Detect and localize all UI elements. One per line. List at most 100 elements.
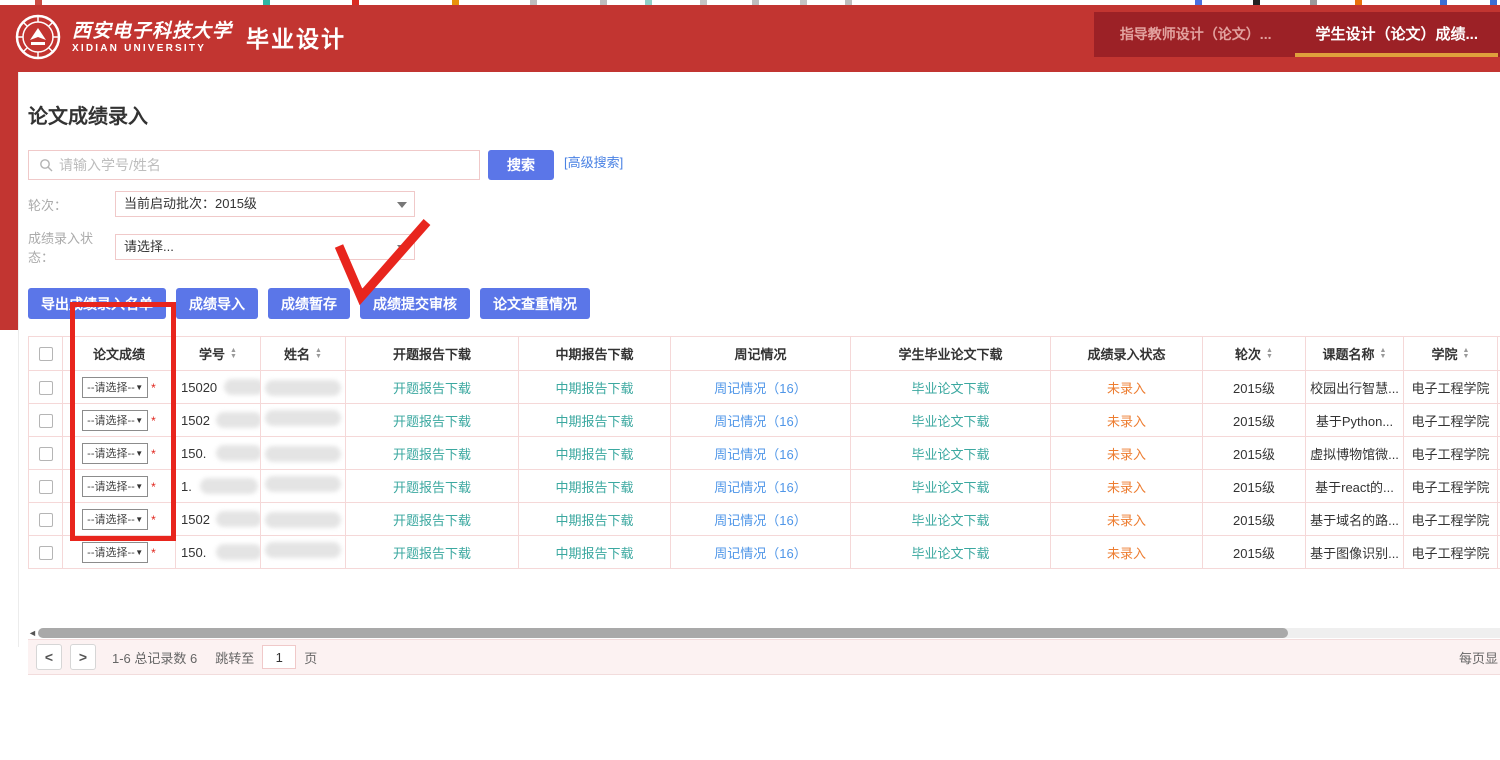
cell-mid: 中期报告下载 [518, 403, 671, 437]
row-checkbox[interactable] [38, 479, 53, 494]
row-checkbox[interactable] [38, 512, 53, 527]
sort-arrows-icon[interactable]: ▲ ▼ [1462, 347, 1470, 360]
cell-mid: 中期报告下载 [518, 436, 671, 470]
thesis-download-link[interactable]: 毕业论文下载 [911, 545, 990, 561]
filter-row-round: 轮次： 当前启动批次：2015级 [28, 191, 1500, 217]
column-header-college[interactable]: 学院 ▲ ▼ [1403, 336, 1498, 371]
favicon-fragment [1440, 0, 1447, 5]
cell-status: 未录入 [1050, 469, 1203, 503]
opening-report-link[interactable]: 开题报告下载 [392, 545, 471, 561]
weekly-journal-link[interactable]: 周记情况（16） [714, 512, 807, 528]
weekly-journal-link[interactable]: 周记情况（16） [714, 446, 807, 462]
column-header-sid[interactable]: 学号 ▲ ▼ [175, 336, 261, 371]
column-header-name[interactable]: 姓名 ▲ ▼ [260, 336, 346, 371]
app-header: 西安电子科技大学 XIDIAN UNIVERSITY 毕业设计 指导教师设计（论… [0, 5, 1500, 72]
records-summary: 1-6 总记录数 6 [112, 650, 198, 666]
midterm-report-link[interactable]: 中期报告下载 [555, 545, 634, 561]
weekly-journal-link[interactable]: 周记情况（16） [714, 545, 807, 561]
cell-opening: 开题报告下载 [345, 436, 519, 470]
column-header-topic[interactable]: 课题名称 ▲ ▼ [1305, 336, 1404, 371]
cell-thesis: 毕业论文下载 [850, 403, 1051, 437]
next-page-button[interactable]: > [70, 644, 96, 670]
scrollbar-thumb[interactable] [38, 628, 1288, 638]
favicon-fragment [1310, 0, 1317, 5]
score-select[interactable]: --请选择-- ▼ [82, 409, 149, 431]
thesis-download-link[interactable]: 毕业论文下载 [911, 380, 990, 396]
app-title: 毕业设计 [246, 26, 347, 52]
weekly-journal-link[interactable]: 周记情况（16） [714, 479, 807, 495]
thesis-download-link[interactable]: 毕业论文下载 [911, 512, 990, 528]
cell-opening: 开题报告下载 [345, 469, 519, 503]
sort-arrows-icon[interactable]: ▲ ▼ [230, 347, 237, 360]
score-select[interactable]: --请选择-- ▼ [82, 541, 149, 563]
opening-report-link[interactable]: 开题报告下载 [392, 512, 471, 528]
tab-teacher-design[interactable]: 指导教师设计（论文）... [1119, 26, 1272, 42]
action-button-2[interactable]: 成绩暂存 [268, 288, 350, 319]
sort-arrows-icon[interactable]: ▲ ▼ [315, 347, 322, 360]
sort-down-icon: ▼ [1462, 352, 1470, 360]
scroll-left-arrow-icon[interactable]: ◄ [28, 628, 37, 638]
opening-report-link[interactable]: 开题报告下载 [392, 413, 471, 429]
thesis-download-link[interactable]: 毕业论文下载 [911, 446, 990, 462]
score-select[interactable]: --请选择-- ▼ [82, 475, 149, 497]
thesis-download-link[interactable]: 毕业论文下载 [911, 479, 990, 495]
midterm-report-link[interactable]: 中期报告下载 [555, 413, 634, 429]
weekly-journal-link[interactable]: 周记情况（16） [714, 380, 807, 396]
university-name-en: XIDIAN UNIVERSITY [72, 42, 207, 54]
column-header-round[interactable]: 轮次 ▲ ▼ [1202, 336, 1306, 371]
main-content: 论文成绩录入 搜索 [高级搜索] 轮次： 当前启动批次：2015级 [18, 72, 1500, 675]
favicon-fragment [800, 0, 807, 5]
opening-report-link[interactable]: 开题报告下载 [392, 479, 471, 495]
search-button[interactable]: 搜索 [488, 150, 554, 180]
select-all-checkbox[interactable] [38, 346, 53, 361]
row-checkbox[interactable] [38, 413, 53, 428]
action-button-1[interactable]: 成绩导入 [176, 288, 258, 319]
score-select-value: --请选择-- [87, 415, 135, 427]
browser-favicon-strip [0, 0, 1500, 5]
row-checkbox[interactable] [38, 380, 53, 395]
cell-college: 电子工程学院 [1403, 469, 1498, 503]
advanced-search-link[interactable]: [高级搜索] [564, 155, 624, 170]
score-select[interactable]: --请选择-- ▼ [82, 376, 149, 398]
cell-opening: 开题报告下载 [345, 535, 519, 569]
cell-score: --请选择-- ▼ * [62, 469, 176, 503]
cell-topic: 基于react的... [1305, 469, 1404, 503]
action-button-3[interactable]: 成绩提交审核 [360, 288, 470, 319]
score-select-value: --请选择-- [87, 547, 135, 559]
midterm-report-link[interactable]: 中期报告下载 [555, 512, 634, 528]
round-select[interactable]: 当前启动批次：2015级 [115, 191, 415, 217]
midterm-report-link[interactable]: 中期报告下载 [555, 446, 634, 462]
round-text: 2015级 [1233, 446, 1275, 462]
column-header-check [28, 336, 63, 371]
status-select[interactable]: 请选择... [115, 234, 415, 260]
weekly-journal-link[interactable]: 周记情况（16） [714, 413, 807, 429]
score-select[interactable]: --请选择-- ▼ [82, 508, 149, 530]
entry-status-text: 未录入 [1106, 545, 1146, 561]
cell-college: 电子工程学院 [1403, 370, 1498, 404]
column-header-opening: 开题报告下载 [345, 336, 519, 371]
chevron-down-icon: ▼ [135, 415, 144, 425]
student-id-prefix: 1. [181, 478, 192, 494]
thesis-download-link[interactable]: 毕业论文下载 [911, 413, 990, 429]
sort-arrows-icon[interactable]: ▲ ▼ [1266, 347, 1273, 360]
prev-page-button[interactable]: < [36, 644, 62, 670]
midterm-report-link[interactable]: 中期报告下载 [555, 479, 634, 495]
score-select[interactable]: --请选择-- ▼ [82, 442, 149, 464]
page-number-input[interactable] [262, 645, 297, 669]
cell-topic: 基于域名的路... [1305, 502, 1404, 536]
row-checkbox[interactable] [38, 545, 53, 560]
action-button-4[interactable]: 论文查重情况 [480, 288, 590, 319]
row-checkbox[interactable] [38, 446, 53, 461]
action-button-0[interactable]: 导出成绩录入名单 [28, 288, 166, 319]
cell-name [260, 370, 346, 404]
search-input[interactable] [59, 157, 479, 173]
cell-weekly: 周记情况（16） [670, 403, 851, 437]
midterm-report-link[interactable]: 中期报告下载 [555, 380, 634, 396]
sort-arrows-icon[interactable]: ▲ ▼ [1380, 347, 1387, 360]
column-header-inner [30, 346, 62, 361]
opening-report-link[interactable]: 开题报告下载 [392, 446, 471, 462]
score-select-value: --请选择-- [87, 382, 135, 394]
opening-report-link[interactable]: 开题报告下载 [392, 380, 471, 396]
tab-student-score[interactable]: 学生设计（论文）成绩... [1293, 12, 1500, 57]
cell-mid: 中期报告下载 [518, 370, 671, 404]
